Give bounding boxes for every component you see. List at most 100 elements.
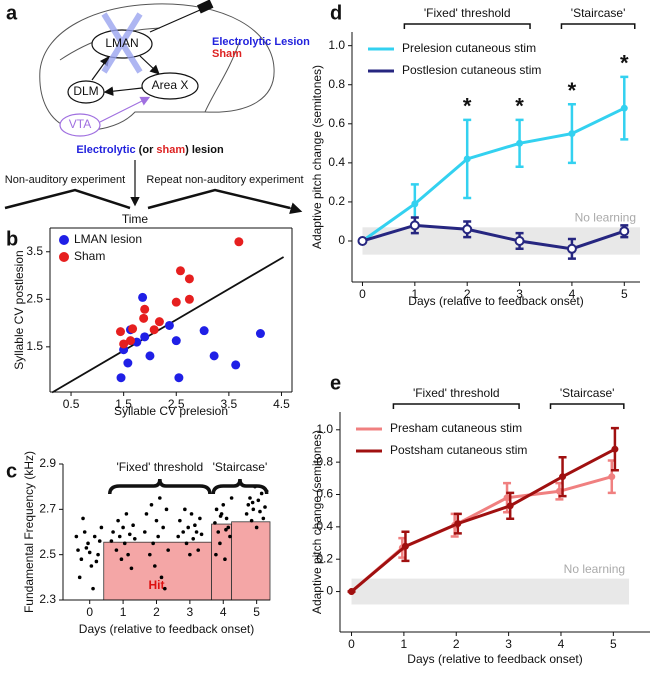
legend-swatch [59,235,69,245]
point [82,530,87,534]
y-axis-label: Adaptive pitch change (semitones) [310,430,324,614]
x-tick-label: 3.5 [221,397,238,411]
brace [211,478,269,495]
x-tick-label: 2.5 [168,397,185,411]
point [174,373,184,383]
significance-star: * [568,78,577,103]
marker [555,487,563,495]
bracket-label: 'Staircase' [571,6,626,20]
experiment-label: Non-auditory experiment [5,174,125,186]
marker [516,139,524,147]
point [149,325,159,335]
point [199,532,204,537]
marker [401,542,409,550]
y-axis-label: Fundamental Frequency (kHz) [22,451,36,613]
y-tick-label: 0.8 [316,454,333,468]
y-tick-label: 2.9 [39,456,56,470]
legend-sham: Sham [212,48,242,60]
brace [107,478,212,495]
y-tick-label: 0.2 [316,551,333,565]
marker [611,445,619,453]
y-tick-label: 0.4 [316,519,333,533]
legend-label: Sham [74,249,105,263]
point [109,539,114,543]
legend-swatch [59,252,69,262]
point [96,552,100,557]
point [228,534,232,539]
point [119,557,124,561]
point [248,496,252,500]
point [153,564,157,568]
point [94,559,99,564]
point [189,512,194,516]
point [154,317,164,327]
x-tick-label: 5 [253,605,260,619]
y-tick-label: 0.2 [328,194,345,208]
bracket [549,403,625,409]
point [154,518,159,523]
point [97,539,102,543]
panel-label: a [6,2,18,24]
point [161,525,165,530]
point [119,339,129,349]
point [158,496,162,500]
nucleus-label: LMAN [105,36,138,50]
point [175,266,185,276]
point [142,530,147,534]
point [125,336,135,346]
point [221,503,226,507]
point [226,525,231,530]
x-tick-label: 4 [569,287,576,301]
point [126,552,130,557]
x-tick-label: 5 [621,287,628,301]
panel-label: b [6,228,18,250]
brain-diagram [39,3,275,131]
bracket [403,23,531,29]
lesion-word: sham [156,144,185,156]
marker [411,200,419,208]
point [156,534,160,539]
x-axis-label: Syllable CV prelesion [114,404,228,418]
point [114,548,119,552]
marker [503,494,511,502]
point [199,326,209,336]
y-tick-label: 2.7 [39,502,56,516]
nucleus-label: Area X [152,78,189,92]
x-axis-label: Days (relative to feedback onset) [407,652,582,666]
time-label: Time [122,212,149,226]
point [132,537,137,541]
marker [559,473,567,481]
point [183,507,187,512]
point [124,512,129,516]
point [166,548,170,552]
point [250,500,255,505]
point [231,360,241,370]
y-axis-label: Adaptive pitch change (semitones) [310,65,324,249]
point [92,534,97,539]
point [99,525,104,530]
x-tick-label: 1 [401,637,408,651]
marker [463,155,471,163]
brace-label: 'Fixed' threshold [117,460,204,474]
point [140,304,150,314]
marker [409,220,420,231]
point [246,503,251,507]
y-tick-label: 1.0 [316,422,333,436]
no-learning-label: No learning [575,210,636,224]
point [138,292,148,302]
x-tick-label: 3 [187,605,194,619]
x-tick-label: 4 [558,637,565,651]
point [216,530,221,534]
x-tick-label: 0 [359,287,366,301]
y-tick-label: 2.5 [39,547,56,561]
x-tick-label: 3 [516,287,523,301]
marker [454,520,462,528]
marker [608,473,616,481]
y-axis-label: Syllable CV postlesion [12,250,26,369]
x-tick-label: 2 [153,605,160,619]
x-tick-label: 2 [453,637,460,651]
panel-label: d [330,2,342,24]
point [259,491,264,496]
point [111,530,115,534]
